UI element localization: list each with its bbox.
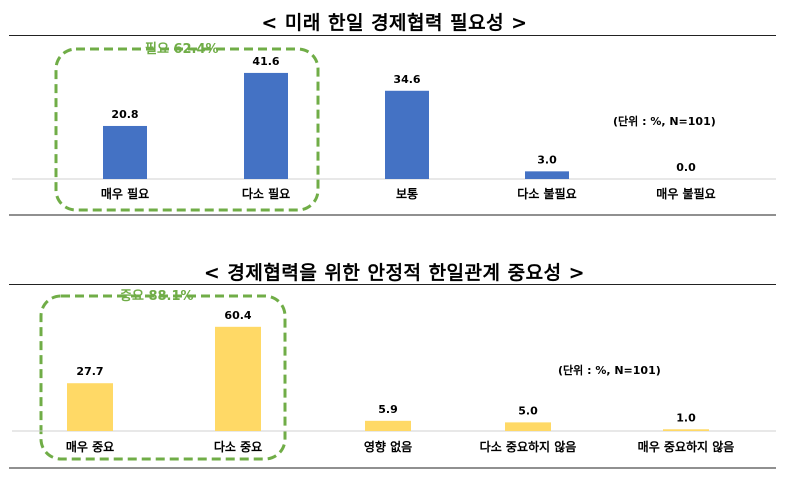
chart1-category-label: 보통 xyxy=(396,186,418,201)
chart2-value-label: 27.7 xyxy=(76,365,103,378)
chart1-bar xyxy=(244,72,288,179)
chart1-unit-note: (단위 : %, N=101) xyxy=(613,115,716,128)
chart1-value-label: 0.0 xyxy=(676,161,696,174)
chart2-value-label: 1.0 xyxy=(676,411,696,424)
chart1-value-label: 41.6 xyxy=(252,55,279,68)
chart2-group-box xyxy=(39,294,287,461)
chart2-bar xyxy=(215,326,261,431)
chart1-group-box xyxy=(54,47,320,212)
chart1-bar xyxy=(525,171,569,179)
chart2-category-label: 매우 중요 xyxy=(66,439,114,454)
chart2-group-label: 중요 88.1% xyxy=(120,289,194,304)
chart1-top-rule xyxy=(9,35,776,36)
chart2-bar xyxy=(505,422,551,431)
chart2-category-label: 매우 중요하지 않음 xyxy=(638,439,735,454)
chart2-bar xyxy=(67,383,113,431)
chart2-value-label: 5.0 xyxy=(518,404,538,417)
chart2-category-label: 영향 없음 xyxy=(364,439,412,454)
chart2-category-label: 다소 중요 xyxy=(214,439,262,454)
chart1-plot: 20.8 매우 필요 41.6 다소 필요 34.6 보통 3.0 다소 불필요 0.0 매우 불… xyxy=(9,47,776,216)
chart2-unit-note: (단위 : %, N=101) xyxy=(558,364,661,377)
chart2-top-rule xyxy=(9,284,776,285)
chart1-title: < 미래 한일 경제협력 필요성 > xyxy=(261,12,528,34)
chart1-value-label: 3.0 xyxy=(537,153,557,166)
chart2-bar xyxy=(365,420,411,431)
chart1-bar xyxy=(385,90,429,179)
chart2-value-label: 60.4 xyxy=(224,309,251,322)
chart1-category-label: 다소 불필요 xyxy=(517,186,576,201)
chart1-category-label: 매우 필요 xyxy=(101,186,149,201)
chart2-title: < 경제협력을 위한 안정적 한일관계 중요성 > xyxy=(203,262,586,284)
chart1-category-label: 다소 필요 xyxy=(242,186,290,201)
chart1-value-label: 34.6 xyxy=(393,73,420,86)
chart1-category-label: 매우 불필요 xyxy=(656,186,715,201)
chart2-bar xyxy=(663,429,709,431)
chart2-value-label: 5.9 xyxy=(378,403,398,416)
chart1-value-label: 20.8 xyxy=(111,108,138,121)
chart1-bar xyxy=(103,125,147,179)
chart2-category-label: 다소 중요하지 않음 xyxy=(480,439,577,454)
